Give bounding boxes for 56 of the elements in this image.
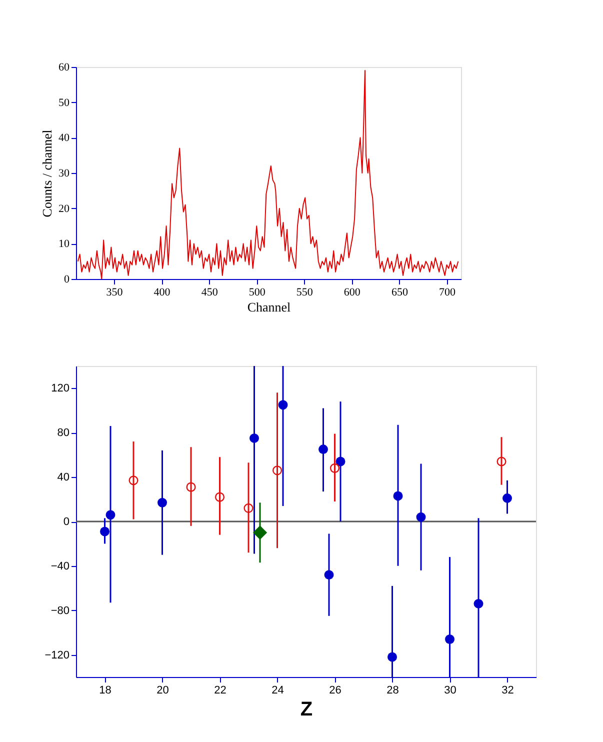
- point: [474, 598, 484, 608]
- x-tick-label: 700: [438, 286, 456, 298]
- x-tick-label: 22: [214, 684, 226, 696]
- y-tick-label: 120: [51, 382, 70, 395]
- point: [445, 634, 454, 644]
- point: [250, 433, 259, 443]
- x-tick-label: 550: [296, 286, 314, 298]
- point: [272, 466, 282, 476]
- point: [318, 444, 328, 454]
- y-tick-label: −80: [50, 604, 70, 617]
- point: [252, 526, 268, 540]
- x-axis-title: Z: [300, 698, 313, 720]
- x-tick-label: 500: [248, 286, 266, 298]
- x-tick-label: 30: [444, 684, 456, 696]
- y-tick-label: 20: [58, 202, 70, 215]
- point: [100, 526, 110, 536]
- y-tick-label: 40: [58, 132, 70, 144]
- y-tick-label: 0: [63, 516, 70, 528]
- point: [214, 492, 225, 502]
- y-tick-label: −120: [44, 649, 70, 662]
- x-tick-label: 26: [329, 684, 342, 696]
- x-tick-label: 400: [154, 286, 171, 298]
- x-tick-label: 350: [106, 286, 124, 298]
- point: [393, 491, 403, 501]
- x-tick-label: 450: [201, 286, 218, 298]
- point: [416, 512, 426, 522]
- y-tick-label: 50: [58, 96, 70, 109]
- y-tick-label: 80: [57, 427, 70, 440]
- x-tick-label: 28: [386, 684, 399, 696]
- point: [336, 456, 346, 466]
- y-tick-label: 40: [57, 472, 70, 484]
- y-tick-label: −40: [50, 560, 70, 572]
- x-tick-label: 600: [344, 286, 361, 298]
- x-axis-title: Channel: [247, 300, 292, 314]
- y-axis-title: Counts / channel: [40, 129, 54, 218]
- point: [502, 493, 512, 503]
- point: [158, 498, 167, 508]
- x-tick-label: 650: [391, 286, 408, 298]
- point: [278, 400, 288, 410]
- point: [388, 652, 397, 662]
- point: [496, 456, 506, 466]
- line-series: [77, 70, 459, 279]
- y-tick-label: 30: [58, 168, 70, 180]
- y-tick-label: 60: [58, 62, 70, 74]
- point: [186, 482, 196, 492]
- y-tick-label: 10: [58, 238, 70, 250]
- point: [324, 570, 334, 580]
- point: [128, 476, 138, 486]
- point: [330, 463, 340, 473]
- point: [244, 503, 254, 513]
- y-tick-label: 0: [64, 274, 70, 286]
- x-tick-label: 20: [156, 684, 169, 696]
- point: [106, 510, 116, 520]
- x-tick-label: 24: [272, 684, 284, 696]
- x-tick-label: 32: [502, 684, 514, 696]
- x-tick-label: 18: [99, 684, 112, 696]
